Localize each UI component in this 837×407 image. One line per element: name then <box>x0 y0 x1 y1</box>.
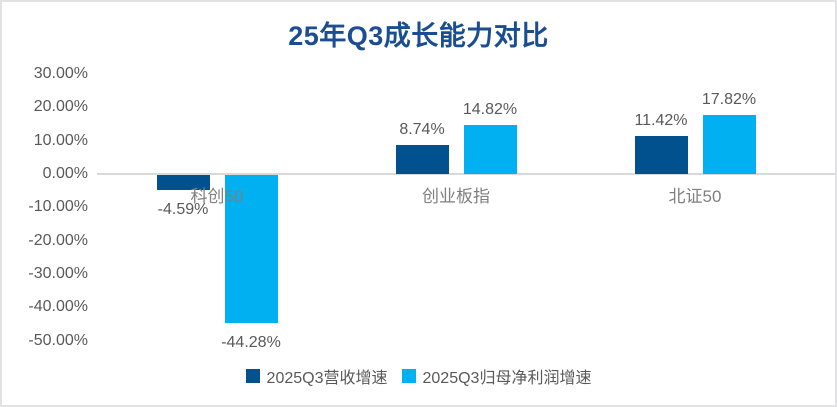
y-axis-tick-label: 0.00% <box>42 165 88 182</box>
category-label: 创业板指 <box>422 187 490 206</box>
net-profit-growth-bar <box>702 114 756 174</box>
legend-swatch <box>401 369 416 383</box>
legend-label: 2025Q3营收增速 <box>266 370 388 387</box>
net-profit-growth-bar <box>224 175 278 323</box>
data-label: 17.82% <box>701 90 757 108</box>
data-label: 14.82% <box>462 100 518 118</box>
y-axis-tick-label: 10.00% <box>33 131 88 149</box>
revenue-growth-bar <box>634 135 688 174</box>
revenue-growth-bar <box>156 175 210 191</box>
net-profit-growth-bar <box>463 124 517 174</box>
revenue-growth-bar <box>395 144 449 174</box>
legend-swatch <box>245 369 260 383</box>
y-axis-tick-label: -50.00% <box>28 331 88 349</box>
zero-axis-line <box>97 173 835 175</box>
y-axis-tick-label: 30.00% <box>33 65 88 82</box>
data-label: -44.28% <box>221 333 281 351</box>
category-label: 北证50 <box>668 187 722 206</box>
chart-legend: 2025Q3营收增速 2025Q3归母净利润增速 <box>2 364 835 388</box>
y-axis-tick-label: -30.00% <box>28 265 88 282</box>
legend-item: 2025Q3归母净利润增速 <box>401 364 592 388</box>
data-label: -4.59% <box>157 201 209 219</box>
data-label: 11.42% <box>634 111 688 129</box>
y-axis-tick-label: -20.00% <box>28 231 88 249</box>
category-label: 科创50 <box>190 187 244 206</box>
y-axis-tick-label: -10.00% <box>28 198 88 216</box>
legend-label: 2025Q3归母净利润增速 <box>422 370 592 387</box>
y-axis-tick-label: 20.00% <box>33 98 88 116</box>
data-label: 8.74% <box>399 120 445 138</box>
y-axis-tick-label: -40.00% <box>28 298 88 316</box>
legend-item: 2025Q3营收增速 <box>245 364 388 388</box>
chart-title: 25年Q3成长能力对比 <box>288 21 549 51</box>
